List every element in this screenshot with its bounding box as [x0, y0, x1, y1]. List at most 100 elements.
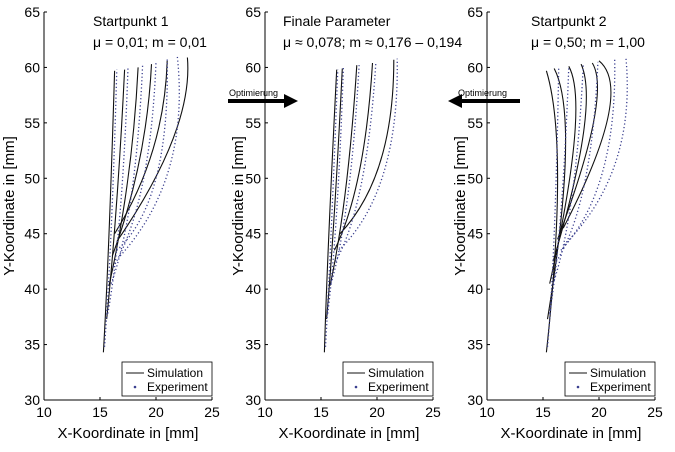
experiment-curve-5 [338, 58, 398, 251]
y-tick-label: 40 [245, 281, 261, 297]
x-tick-label: 25 [425, 404, 441, 420]
arrow-left-label: Optimierung [458, 88, 507, 98]
x-axis-label: X-Koordinate in [mm] [279, 425, 420, 442]
y-tick-label: 50 [467, 170, 483, 186]
x-tick-label: 10 [479, 404, 495, 420]
y-axis-label: Y-Koordinate in [mm] [452, 136, 469, 276]
panel-title: Startpunkt 1 [93, 13, 169, 29]
simulation-curve-1 [545, 70, 559, 353]
arrow-left-to-center: Optimierung [448, 88, 520, 108]
experiment-curve-1 [324, 69, 339, 347]
arrow-right-shaft [228, 99, 285, 103]
y-tick-label: 30 [245, 392, 261, 408]
legend-experiment-label: Experiment [368, 380, 429, 394]
legend-box [564, 361, 656, 397]
y-tick-label: 35 [467, 337, 483, 353]
arrow-right-to-center: Optimierung [228, 88, 298, 108]
experiment-curve-1 [546, 68, 560, 347]
y-tick-label: 60 [24, 59, 40, 75]
y-tick-label: 35 [245, 337, 261, 353]
arrow-right-head [284, 94, 298, 108]
y-tick-label: 55 [24, 115, 40, 131]
y-axis-label: Y-Koordinate in [mm] [230, 136, 247, 276]
x-tick-label: 10 [257, 404, 273, 420]
legend-experiment-swatch [133, 385, 137, 389]
experiment-curve-4 [112, 61, 157, 268]
experiment-curve-2 [327, 67, 345, 314]
arrow-right-label: Optimierung [229, 88, 278, 98]
legend-simulation-label: Simulation [368, 366, 424, 380]
y-axis-label: Y-Koordinate in [mm] [1, 136, 18, 276]
legend-experiment-label: Experiment [590, 380, 651, 394]
experiment-curve-4 [555, 61, 599, 262]
legend-experiment-label: Experiment [147, 380, 208, 394]
legend-box [121, 361, 213, 397]
y-tick-label: 65 [24, 4, 40, 20]
x-tick-label: 15 [535, 404, 551, 420]
experiment-curve-3 [110, 65, 144, 284]
y-tick-label: 50 [245, 170, 261, 186]
simulation-curve-3 [108, 67, 139, 286]
y-tick-label: 65 [467, 4, 483, 20]
y-tick-label: 30 [24, 392, 40, 408]
experiment-curve-5 [560, 59, 616, 251]
x-axis-label: X-Koordinate in [mm] [58, 425, 199, 442]
simulation-curve-5 [114, 60, 168, 234]
x-tick-label: 15 [313, 404, 329, 420]
panel-title: Finale Parameter [283, 13, 391, 29]
panel-title: Startpunkt 2 [531, 13, 607, 29]
y-tick-label: 60 [467, 59, 483, 75]
y-tick-label: 45 [467, 226, 483, 242]
legend-simulation-label: Simulation [147, 366, 203, 380]
x-tick-label: 10 [36, 404, 52, 420]
y-tick-label: 55 [245, 115, 261, 131]
x-tick-label: 15 [92, 404, 108, 420]
experiment-curve-3 [552, 64, 584, 284]
experiment-curve-2 [549, 66, 570, 314]
experiment-curve-6 [119, 56, 180, 257]
y-tick-label: 35 [24, 337, 40, 353]
experiment-curve-1 [103, 69, 118, 347]
simulation-curve-6 [116, 57, 189, 242]
legend-experiment-swatch [576, 385, 580, 389]
y-tick-label: 55 [467, 115, 483, 131]
simulation-curve-4 [333, 62, 374, 251]
panel-1: 30 35 40 45 50 55 60 65 10 15 20 25 X-Koordinate in … [1, 4, 220, 442]
panel-parameters: μ ≈ 0,078; m ≈ 0,176 – 0,194 [283, 34, 462, 50]
y-tick-label: 60 [245, 59, 261, 75]
simulation-curve-3 [329, 65, 358, 286]
y-tick-label: 65 [245, 4, 261, 20]
x-tick-label: 20 [591, 404, 607, 420]
legend-box [342, 361, 434, 397]
x-tick-label: 25 [204, 404, 220, 420]
x-tick-label: 20 [369, 404, 385, 420]
y-tick-label: 30 [467, 392, 483, 408]
panel-parameters: μ = 0,50; m = 1,00 [531, 34, 645, 50]
x-axis-label: X-Koordinate in [mm] [501, 425, 642, 442]
panel-3: 30 35 40 45 50 55 60 65 10 15 20 25 X-Koordinate in … [452, 4, 663, 442]
x-tick-label: 20 [148, 404, 164, 420]
y-tick-label: 45 [24, 226, 40, 242]
simulation-curve-1 [323, 69, 338, 353]
arrow-left-shaft [461, 99, 520, 103]
arrow-left-head [448, 94, 462, 108]
panel-2: 30 35 40 45 50 55 60 65 10 15 20 25 X-Koordinate in … [230, 4, 462, 442]
simulation-curve-5 [339, 59, 395, 235]
panel-parameters: μ = 0,01; m = 0,01 [93, 34, 207, 50]
simulation-curve-6 [562, 60, 612, 229]
y-tick-label: 45 [245, 226, 261, 242]
legend-experiment-swatch [354, 385, 358, 389]
x-tick-label: 25 [647, 404, 663, 420]
y-tick-label: 40 [24, 281, 40, 297]
simulation-curve-4 [552, 63, 587, 262]
y-tick-label: 40 [467, 281, 483, 297]
experiment-curve-3 [330, 65, 360, 284]
legend-simulation-label: Simulation [590, 366, 646, 380]
optimierung-arrows: Optimierung Optimierung [228, 88, 520, 108]
experiment-curve-6 [563, 57, 628, 246]
experiment-curve-5 [116, 58, 168, 251]
y-tick-label: 50 [24, 170, 40, 186]
simulation-curve-4 [111, 64, 153, 257]
experiment-curve-2 [107, 67, 129, 314]
